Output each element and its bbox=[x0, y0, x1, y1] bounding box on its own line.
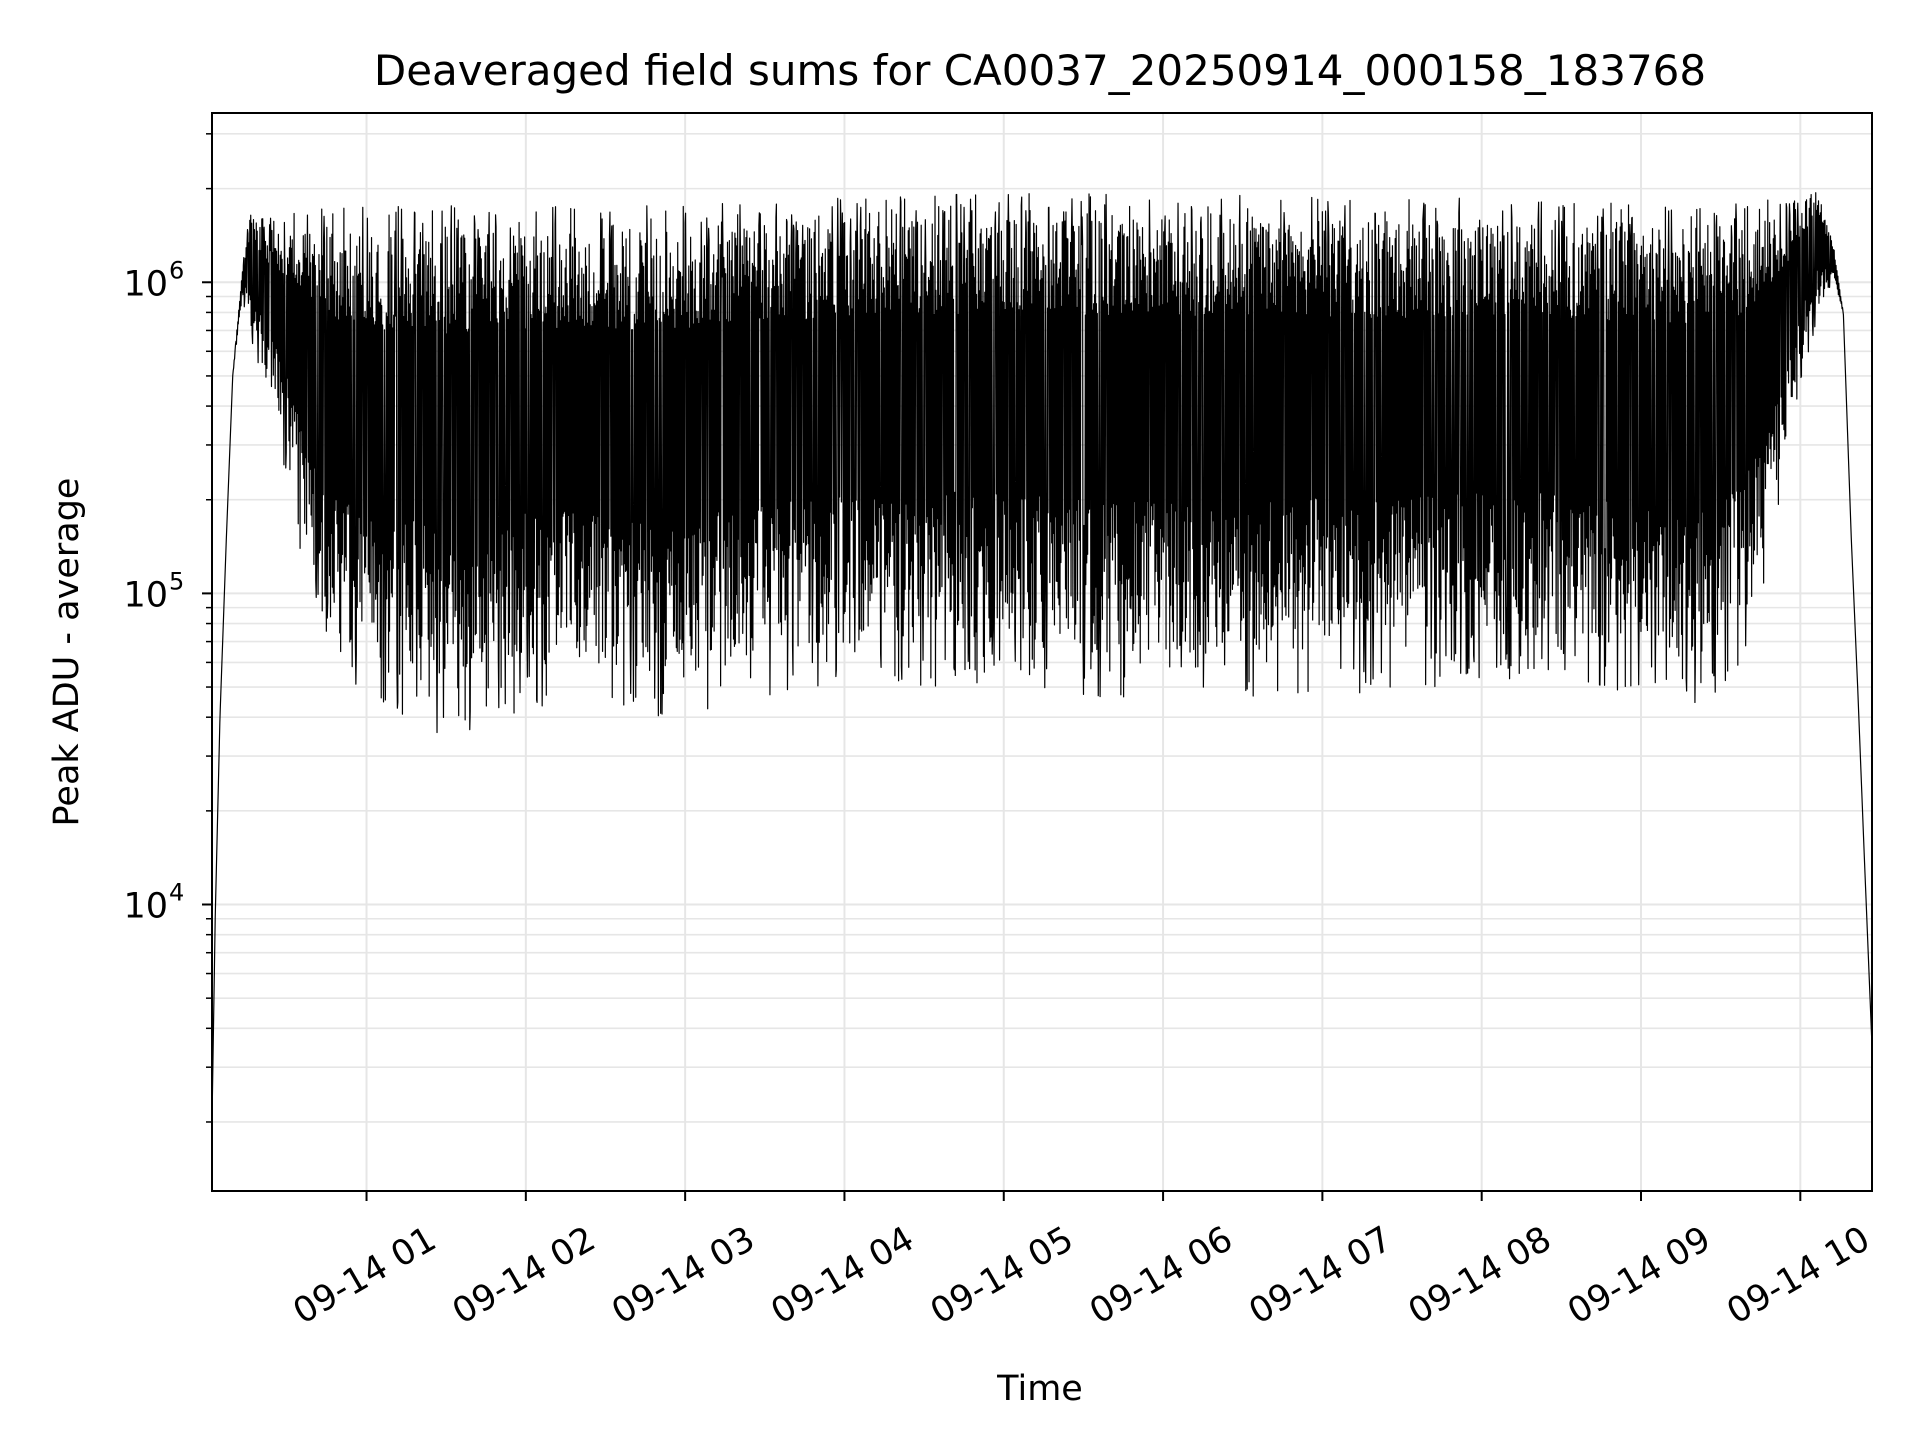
series-line bbox=[211, 192, 1873, 1122]
plot-frame bbox=[211, 112, 1873, 1192]
y-tick-label: 10 6 bbox=[123, 256, 184, 304]
y-tick-label: 10 5 bbox=[123, 567, 184, 615]
y-tick-exponent: 5 bbox=[169, 567, 184, 595]
y-tick-base: 10 bbox=[123, 887, 168, 927]
y-tick-exponent: 4 bbox=[169, 879, 184, 907]
y-axis-label: Peak ADU - average bbox=[47, 478, 87, 827]
chart-title: Deaveraged field sums for CA0037_2025091… bbox=[374, 46, 1706, 95]
y-tick-label: 10 4 bbox=[123, 879, 184, 927]
x-axis-label: Time bbox=[996, 1369, 1083, 1409]
plot-area bbox=[211, 112, 1873, 1192]
y-tick-base: 10 bbox=[123, 264, 168, 304]
y-tick-base: 10 bbox=[123, 575, 168, 615]
y-tick-exponent: 6 bbox=[169, 256, 184, 284]
